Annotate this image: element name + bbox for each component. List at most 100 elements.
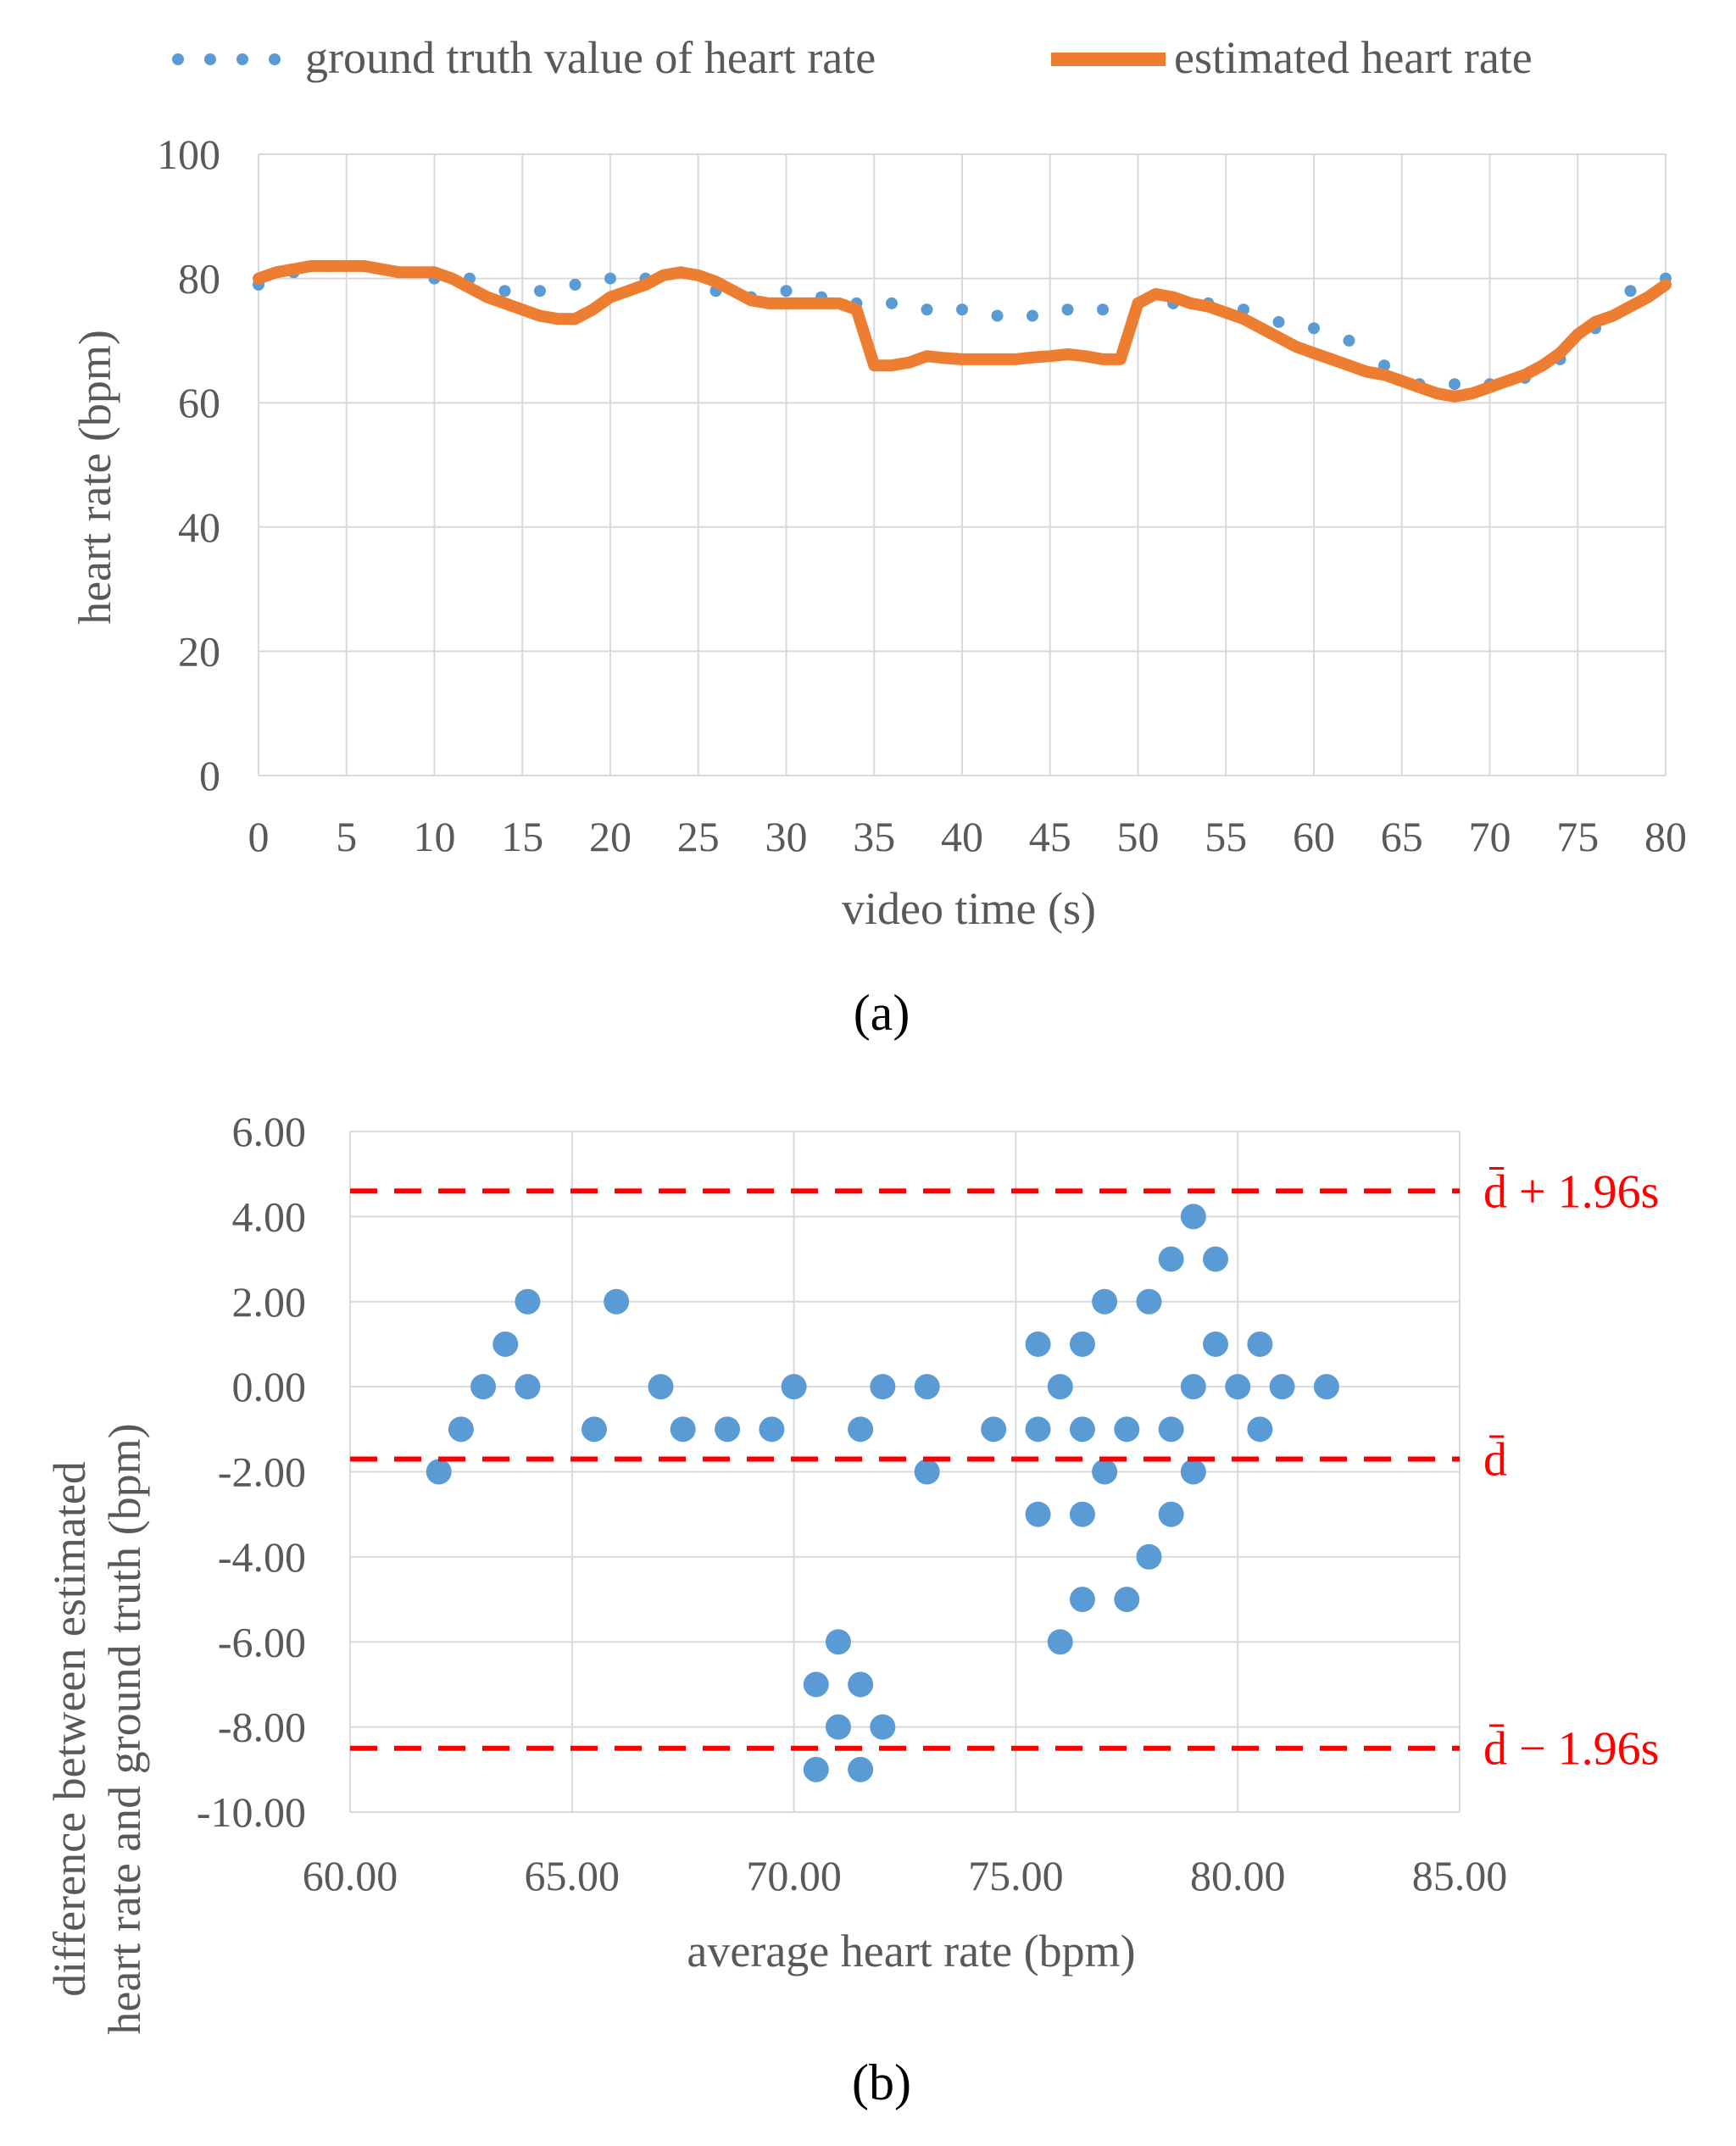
- ground-truth-point: [1061, 303, 1074, 316]
- data-point: [1158, 1246, 1184, 1272]
- x-axis-title: video time (s): [842, 883, 1096, 934]
- x-tick-label: 5: [336, 813, 357, 860]
- y-tick-label: 6.00: [232, 1108, 307, 1155]
- legend-estimated-label: estimated heart rate: [1174, 32, 1533, 83]
- y-axis-ticks: 0 20 40 60 80 100: [157, 131, 220, 799]
- ground-truth-point: [1097, 303, 1109, 316]
- panel-b-label-text: (b): [852, 2054, 911, 2110]
- data-point: [981, 1416, 1007, 1443]
- data-point: [1247, 1416, 1273, 1443]
- data-point: [1136, 1288, 1162, 1315]
- data-point: [848, 1756, 874, 1782]
- ground-truth-point: [1272, 315, 1285, 328]
- x-tick-label: 20: [589, 813, 632, 860]
- y-tick-label: 80: [178, 255, 220, 303]
- x-tick-label: 40: [941, 813, 983, 860]
- ground-truth-point: [498, 285, 511, 297]
- y-tick-label: 60: [178, 379, 220, 426]
- x-axis-title: average heart rate (bpm): [687, 1926, 1135, 1976]
- ground-truth-point: [1308, 322, 1320, 335]
- x-tick-label: 65: [1381, 813, 1423, 860]
- scatter-points: [426, 1204, 1339, 1782]
- ground-truth-point: [1449, 378, 1461, 391]
- ground-truth-point: [780, 285, 793, 297]
- data-point: [914, 1374, 940, 1400]
- ground-truth-point: [991, 309, 1004, 322]
- data-point: [670, 1416, 696, 1443]
- data-point: [426, 1459, 452, 1485]
- data-point: [648, 1374, 674, 1400]
- data-point: [870, 1714, 896, 1740]
- data-point: [825, 1629, 851, 1655]
- data-point: [1069, 1501, 1095, 1527]
- data-point: [1247, 1331, 1273, 1357]
- data-point: [1269, 1374, 1295, 1400]
- x-tick-label: 85.00: [1412, 1852, 1508, 1899]
- y-tick-label: -10.00: [197, 1788, 306, 1836]
- data-point: [715, 1416, 741, 1443]
- ground-truth-point: [921, 303, 933, 316]
- x-tick-label: 35: [853, 813, 895, 860]
- x-tick-label: 15: [501, 813, 543, 860]
- data-point: [1203, 1331, 1229, 1357]
- y-tick-label: 2.00: [232, 1278, 307, 1326]
- y-tick-label: 100: [157, 131, 220, 178]
- data-point: [1180, 1459, 1206, 1485]
- reference-label-mean: d̄: [1483, 1433, 1507, 1486]
- data-point: [470, 1374, 497, 1400]
- y-tick-label: -4.00: [218, 1533, 306, 1581]
- data-point: [1180, 1374, 1206, 1400]
- legend: ground truth value of heart rate estimat…: [172, 32, 1533, 83]
- heart-rate-time-chart: ground truth value of heart rate estimat…: [70, 32, 1687, 1041]
- x-tick-label: 70: [1469, 813, 1511, 860]
- data-point: [870, 1374, 896, 1400]
- data-point: [1313, 1374, 1339, 1400]
- y-tick-label: 0: [199, 752, 220, 799]
- legend-ground-truth-label: ground truth value of heart rate: [305, 32, 876, 83]
- y-tick-label: 4.00: [232, 1193, 307, 1240]
- x-tick-label: 60.00: [303, 1852, 398, 1899]
- data-point: [581, 1416, 607, 1443]
- data-point: [448, 1416, 474, 1443]
- x-tick-label: 50: [1117, 813, 1160, 860]
- legend-dot: [269, 53, 281, 65]
- data-point: [1069, 1587, 1095, 1613]
- x-tick-label: 75.00: [968, 1852, 1064, 1899]
- y-axis-title-line-1: difference between estimated: [44, 1461, 95, 1997]
- data-point: [848, 1416, 874, 1443]
- grid: [349, 1131, 1461, 1813]
- estimated-series-line: [253, 259, 1672, 403]
- data-point: [1047, 1629, 1073, 1655]
- x-tick-label: 70.00: [746, 1852, 842, 1899]
- legend-dot: [204, 53, 216, 65]
- data-point: [1047, 1374, 1073, 1400]
- y-tick-label: -8.00: [218, 1704, 306, 1751]
- ground-truth-point: [1027, 309, 1038, 322]
- x-tick-label: 25: [677, 813, 720, 860]
- data-point: [492, 1331, 519, 1357]
- ground-truth-point: [569, 278, 581, 291]
- x-tick-label: 55: [1205, 813, 1247, 860]
- y-tick-label: 20: [178, 627, 220, 675]
- data-point: [1025, 1331, 1051, 1357]
- data-point: [1203, 1246, 1229, 1272]
- data-point: [1069, 1331, 1095, 1357]
- panel-a-label: (a): [854, 985, 910, 1041]
- y-tick-label: -6.00: [218, 1618, 306, 1665]
- data-point: [1025, 1416, 1051, 1443]
- data-point: [848, 1671, 874, 1698]
- legend-dot: [172, 53, 184, 65]
- ground-truth-point: [956, 303, 968, 316]
- data-point: [1158, 1501, 1184, 1527]
- data-point: [1180, 1204, 1206, 1230]
- data-point: [1092, 1459, 1118, 1485]
- y-axis-title: difference between estimated heart rate …: [44, 1423, 150, 2034]
- y-axis-title: heart rate (bpm): [70, 330, 120, 625]
- ground-truth-point: [604, 272, 616, 285]
- grid: [258, 153, 1666, 776]
- data-point: [1025, 1501, 1051, 1527]
- data-point: [604, 1288, 630, 1315]
- reference-label-upper-limit: d̄ + 1.96s: [1483, 1165, 1659, 1218]
- data-point: [1225, 1374, 1251, 1400]
- x-tick-label: 30: [765, 813, 808, 860]
